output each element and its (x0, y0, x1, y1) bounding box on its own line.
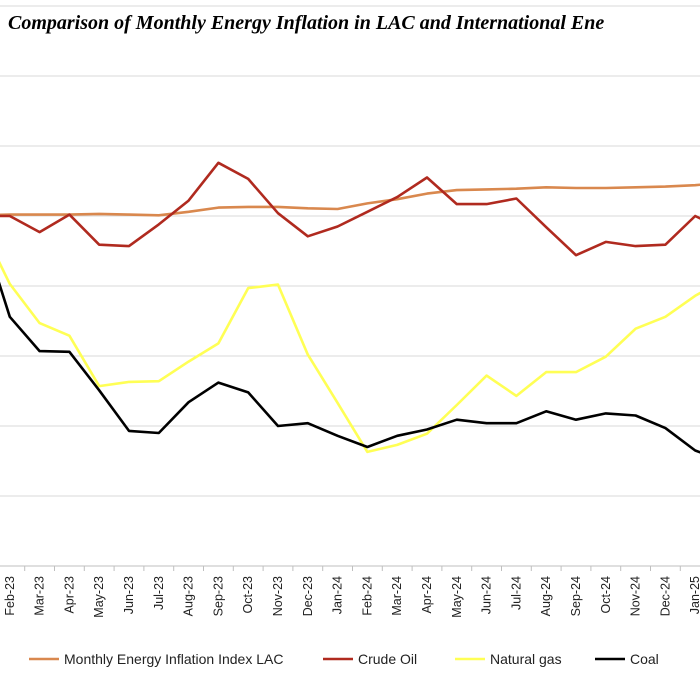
series-line-monthly-energy-inflation-index-lac (0, 183, 700, 217)
x-tick-label: Jun-23 (122, 576, 136, 614)
x-tick-label: Jun-24 (480, 576, 494, 614)
x-tick-label: Dec-24 (658, 576, 672, 616)
chart-title: Comparison of Monthly Energy Inflation i… (8, 12, 605, 34)
x-tick-label: Jan-25 (688, 576, 700, 614)
x-tick-label: Aug-24 (539, 576, 553, 616)
series-lines (0, 161, 700, 454)
x-tick-label: Jan-24 (331, 576, 345, 614)
series-line-natural-gas (0, 260, 700, 454)
x-tick-label: Feb-24 (360, 576, 374, 616)
legend-label-crude-oil: Crude Oil (358, 651, 417, 667)
x-tick-labels: Feb-23 Mar-23 Apr-23 May-23 Jun-23 Jul-23 Aug-… (3, 576, 700, 618)
x-tick-label: Dec-23 (301, 576, 315, 616)
x-tick-label: Mar-24 (390, 576, 404, 616)
x-tick-label: Apr-24 (420, 576, 434, 614)
x-tick-label: May-23 (92, 576, 106, 618)
x-tick-label: Sep-24 (569, 576, 583, 616)
legend: Monthly Energy Inflation Index LAC Crude … (29, 651, 659, 667)
legend-label-natural-gas: Natural gas (490, 651, 562, 667)
x-tick-label: Sep-23 (211, 576, 225, 616)
x-tick-label: Aug-23 (182, 576, 196, 616)
x-tick-label: Oct-23 (241, 576, 255, 614)
x-tick-label: Feb-23 (3, 576, 17, 616)
x-axis (0, 565, 700, 571)
x-tick-label: May-24 (450, 576, 464, 618)
series-line-crude-oil (0, 161, 700, 257)
legend-label-coal: Coal (630, 651, 659, 667)
x-tick-label: Oct-24 (599, 576, 613, 614)
x-tick-label: Apr-23 (62, 576, 76, 614)
gridlines (0, 5, 700, 567)
series-line-coal (0, 281, 700, 454)
x-tick-label: Nov-24 (629, 576, 643, 616)
x-tick-label: Nov-23 (271, 576, 285, 616)
legend-label-monthly-energy-inflation-index-lac: Monthly Energy Inflation Index LAC (64, 651, 283, 667)
x-tick-label: Jul-24 (509, 576, 523, 610)
x-tick-label: Jul-23 (152, 576, 166, 610)
x-tick-label: Mar-23 (33, 576, 47, 616)
